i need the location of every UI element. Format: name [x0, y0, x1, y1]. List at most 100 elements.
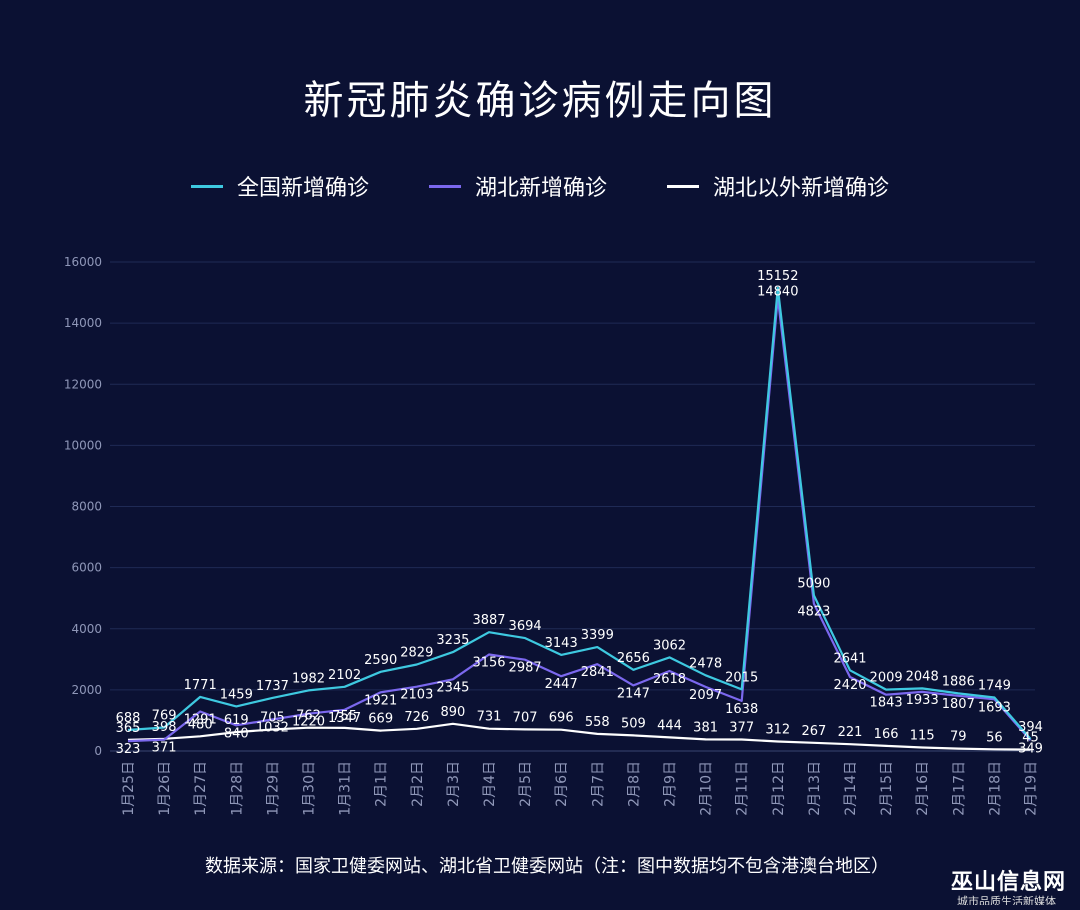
data-label: 726: [404, 710, 429, 725]
data-label: 619: [224, 713, 249, 728]
data-label: 669: [368, 712, 393, 727]
data-label: 1843: [870, 696, 903, 711]
source-note: 数据来源：国家卫健委网站、湖北省卫健委网站（注：图中数据均不包含港澳台地区）: [205, 856, 889, 877]
data-label: 56: [986, 730, 1003, 745]
data-label: 1982: [292, 671, 325, 686]
data-label: 221: [838, 725, 863, 740]
legend-item-outside[interactable]: 湖北以外新增确诊: [667, 170, 889, 202]
y-tick-label: 10000: [64, 438, 102, 452]
data-label: 1921: [364, 693, 397, 708]
data-label: 1807: [942, 697, 975, 712]
data-label: 1220: [292, 715, 325, 730]
legend-label-national: 全国新增确诊: [236, 176, 369, 201]
x-tick-label: 1月26日: [157, 761, 173, 816]
legend-swatch-national: [190, 184, 223, 188]
data-label: 1737: [256, 679, 289, 694]
legend-item-hubei[interactable]: 湖北新增确诊: [428, 170, 607, 202]
data-label: 3694: [509, 619, 542, 634]
data-label: 1771: [184, 678, 217, 693]
data-label: 1749: [978, 679, 1011, 694]
data-label: 398: [152, 720, 177, 735]
x-tick-label: 1月30日: [302, 761, 318, 816]
data-label: 3062: [653, 638, 686, 653]
x-tick-label: 2月16日: [915, 761, 931, 816]
data-label: 14840: [757, 284, 798, 299]
data-label: 2103: [400, 688, 433, 703]
y-tick-label: 12000: [64, 377, 102, 391]
x-tick-label: 1月25日: [121, 761, 137, 816]
legend-label-outside: 湖北以外新增确诊: [713, 176, 890, 201]
x-tick-label: 2月14日: [843, 761, 859, 816]
y-tick-label: 4000: [71, 622, 102, 636]
data-label: 365: [116, 721, 141, 736]
data-label: 323: [116, 742, 141, 757]
data-label: 2987: [509, 661, 542, 676]
x-tick-label: 2月13日: [807, 761, 823, 816]
y-tick-label: 0: [94, 744, 102, 758]
data-label: 166: [874, 727, 899, 742]
data-label: 381: [693, 720, 718, 735]
chart-title: 新冠肺炎确诊病例走向图: [303, 78, 777, 124]
data-label: 696: [549, 711, 574, 726]
x-tick-label: 2月7日: [590, 761, 606, 807]
legend-swatch-outside: [667, 184, 699, 188]
x-tick-label: 2月18日: [987, 761, 1003, 816]
data-label: 444: [657, 718, 682, 733]
data-label: 2478: [689, 656, 722, 671]
legend-item-national[interactable]: 全国新增确诊: [190, 170, 369, 202]
x-tick-label: 2月11日: [735, 761, 751, 816]
y-tick-label: 6000: [71, 561, 102, 575]
x-tick-label: 2月19日: [1024, 761, 1040, 816]
data-label: 2048: [906, 669, 939, 684]
watermark-logo: 巫山信息网: [950, 870, 1066, 895]
x-tick-label: 2月1日: [374, 761, 390, 807]
data-label: 1459: [220, 687, 253, 702]
data-label: 3887: [472, 613, 505, 628]
data-label: 731: [477, 710, 502, 725]
data-label: 705: [260, 710, 285, 725]
data-label: 2829: [400, 646, 433, 661]
y-tick-label: 8000: [71, 500, 102, 514]
data-label: 3156: [472, 656, 505, 671]
series-line-1: [127, 296, 1032, 743]
series-line-2: [127, 722, 1031, 751]
x-tick-label: 2月4日: [482, 761, 498, 807]
data-label: 890: [440, 705, 465, 720]
y-tick-label: 14000: [64, 316, 102, 330]
data-label: 115: [910, 728, 935, 743]
x-tick-label: 2月5日: [518, 761, 534, 807]
data-label: 2656: [617, 651, 650, 666]
data-label: 371: [152, 741, 177, 756]
data-label: 45: [1022, 731, 1039, 746]
data-label: 769: [152, 708, 177, 723]
data-label: 840: [224, 726, 249, 741]
data-label: 762: [296, 709, 321, 724]
data-label: 1933: [906, 693, 939, 708]
data-label: 1693: [978, 700, 1011, 715]
x-tick-label: 1月29日: [265, 761, 281, 816]
data-label: 1638: [725, 702, 758, 717]
data-label: 4823: [797, 605, 830, 620]
data-label: 2102: [328, 668, 361, 683]
x-tick-label: 2月3日: [446, 761, 462, 807]
data-label: 509: [621, 716, 646, 731]
data-label: 2447: [545, 677, 578, 692]
data-label: 2618: [653, 672, 686, 687]
y-tick-label: 16000: [64, 255, 102, 269]
data-label: 2841: [581, 665, 614, 680]
y-tick-label: 2000: [71, 683, 102, 697]
data-label: 707: [513, 710, 538, 725]
legend-label-hubei: 湖北新增确诊: [474, 176, 607, 201]
x-tick-label: 2月9日: [663, 761, 679, 807]
data-label: 15152: [757, 269, 798, 284]
x-tick-label: 1月28日: [229, 761, 245, 816]
x-tick-label: 2月10日: [699, 761, 715, 816]
x-tick-label: 2月8日: [626, 761, 642, 807]
data-label: 3143: [545, 636, 578, 651]
data-label: 3399: [581, 628, 614, 643]
chart-legend: 全国新增确诊 湖北新增确诊 湖北以外新增确诊: [0, 170, 1080, 202]
data-label: 2345: [436, 680, 469, 695]
legend-swatch-hubei: [428, 184, 461, 188]
